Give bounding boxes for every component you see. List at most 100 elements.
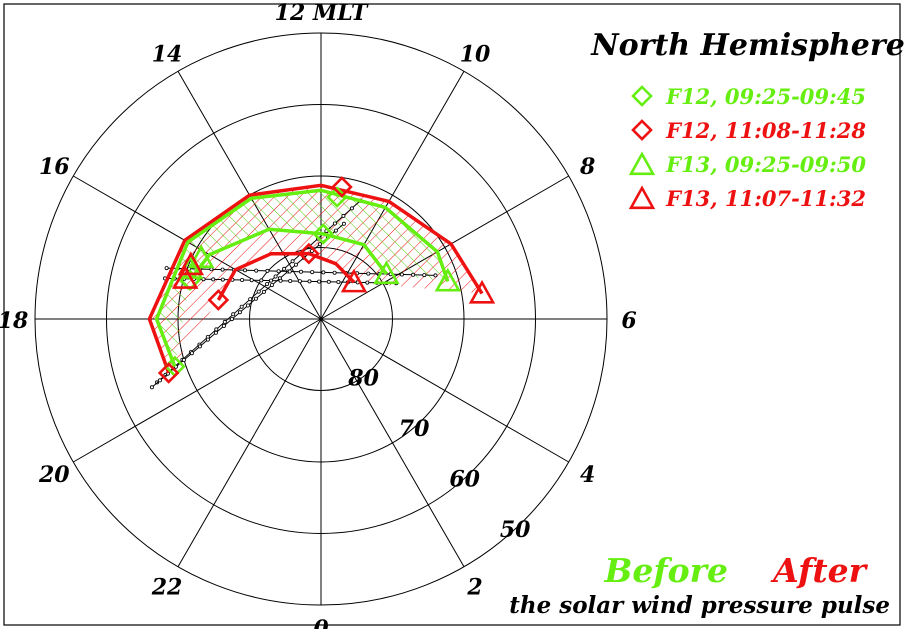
track-dot: [341, 213, 346, 218]
track-dot: [269, 283, 274, 288]
mlt-label-14: 14: [152, 41, 183, 67]
mlt-spoke-4: [320, 318, 569, 463]
mlt-label-10: 10: [460, 41, 491, 67]
diamond-marker: [331, 176, 353, 198]
track-dot: [321, 270, 326, 275]
mlt-spoke-10: [320, 71, 465, 320]
track-dot: [298, 269, 303, 274]
track-dot: [259, 278, 264, 283]
track-dot: [333, 228, 338, 233]
annotation-before: Before: [604, 551, 728, 590]
track-dot: [290, 259, 295, 264]
legend-item: F13, 11:07-11:32: [628, 185, 866, 211]
track-dot: [278, 278, 283, 283]
track-dot: [433, 273, 438, 278]
mlt-label-18: 18: [0, 308, 28, 334]
annotation-caption: the solar wind pressure pulse: [509, 592, 890, 619]
track-dot: [242, 268, 247, 273]
lat-label-80: 80: [347, 366, 379, 392]
track-dot: [249, 278, 254, 283]
track-dot: [307, 279, 312, 284]
boundary-before-outer: [154, 188, 450, 368]
track-dot: [213, 330, 218, 335]
mlt-spoke-2: [320, 318, 465, 567]
track-dot: [336, 279, 341, 284]
track-dot: [399, 272, 404, 277]
diamond-marker: [631, 85, 653, 107]
triangle-marker: [340, 268, 368, 293]
track-dot: [220, 277, 225, 282]
legend-label: F12, 11:08-11:28: [665, 118, 866, 143]
chart-title: North Hemisphere: [590, 28, 904, 63]
before-oval-hatch: [156, 190, 448, 367]
track-dot: [287, 269, 292, 274]
track-dot: [297, 279, 302, 284]
track-dot: [231, 312, 236, 317]
mlt-label-8: 8: [579, 154, 595, 180]
track-dot: [288, 278, 293, 283]
boundary-after-outer: [147, 183, 484, 374]
diamond-marker: [298, 242, 320, 265]
track-dot: [317, 242, 322, 247]
track-dot: [422, 273, 427, 278]
track-dot: [256, 289, 261, 294]
track-dot: [209, 267, 214, 272]
track-dot: [317, 279, 322, 284]
triangle-marker: [188, 244, 215, 269]
triangle-marker: [468, 279, 496, 304]
track-dot: [197, 344, 202, 349]
track-dot: [268, 278, 273, 283]
track-dot: [366, 271, 371, 276]
mlt-label-16: 16: [39, 154, 70, 180]
diamond-marker: [157, 362, 180, 384]
triangle-marker: [177, 251, 205, 276]
track-dot: [149, 385, 154, 390]
diamond-marker: [207, 289, 230, 311]
triangle-marker: [373, 260, 400, 285]
annotation-after: After: [770, 551, 868, 590]
lat-label-60: 60: [449, 467, 480, 493]
track-dot: [265, 281, 270, 286]
track-dot: [211, 277, 216, 282]
track-dot: [276, 269, 281, 274]
track-dot: [273, 274, 278, 279]
triangle-marker: [628, 185, 656, 210]
track-dot: [229, 317, 234, 322]
track-dot: [239, 304, 244, 309]
track-dot: [310, 270, 315, 275]
diamond-marker: [631, 119, 653, 141]
mlt-label-0: 0: [313, 616, 329, 629]
track-dot: [332, 221, 337, 226]
track-dot: [245, 303, 250, 308]
track-dot: [326, 279, 331, 284]
mlt-label-6: 6: [621, 308, 636, 334]
legend-item: F13, 09:25-09:50: [628, 151, 866, 177]
track-dot: [220, 267, 225, 272]
track-dot: [164, 266, 169, 271]
lat-label-50: 50: [500, 517, 531, 543]
legend-label: F12, 09:25-09:45: [665, 84, 866, 109]
track-dot: [253, 296, 258, 301]
legend-item: F12, 09:25-09:45: [631, 84, 866, 109]
track-dot: [293, 262, 298, 267]
triangle-marker: [628, 151, 656, 176]
track-dot: [222, 319, 227, 324]
boundary-before-inner: [188, 227, 388, 282]
track-dot: [332, 270, 337, 275]
track-dot: [261, 289, 266, 294]
track-dot: [248, 297, 253, 302]
mlt-label-20: 20: [38, 462, 70, 488]
track-dot: [265, 268, 270, 273]
lat-label-70: 70: [399, 416, 430, 442]
track-dot: [221, 323, 226, 328]
track-dot: [189, 351, 194, 356]
mlt-label-22: 22: [151, 575, 183, 601]
track-dot: [237, 310, 242, 315]
boundary-markers: [157, 176, 496, 384]
mlt-spoke-22: [177, 318, 322, 567]
mlt-label-2: 2: [466, 575, 482, 601]
oval-boundaries: [147, 183, 484, 374]
